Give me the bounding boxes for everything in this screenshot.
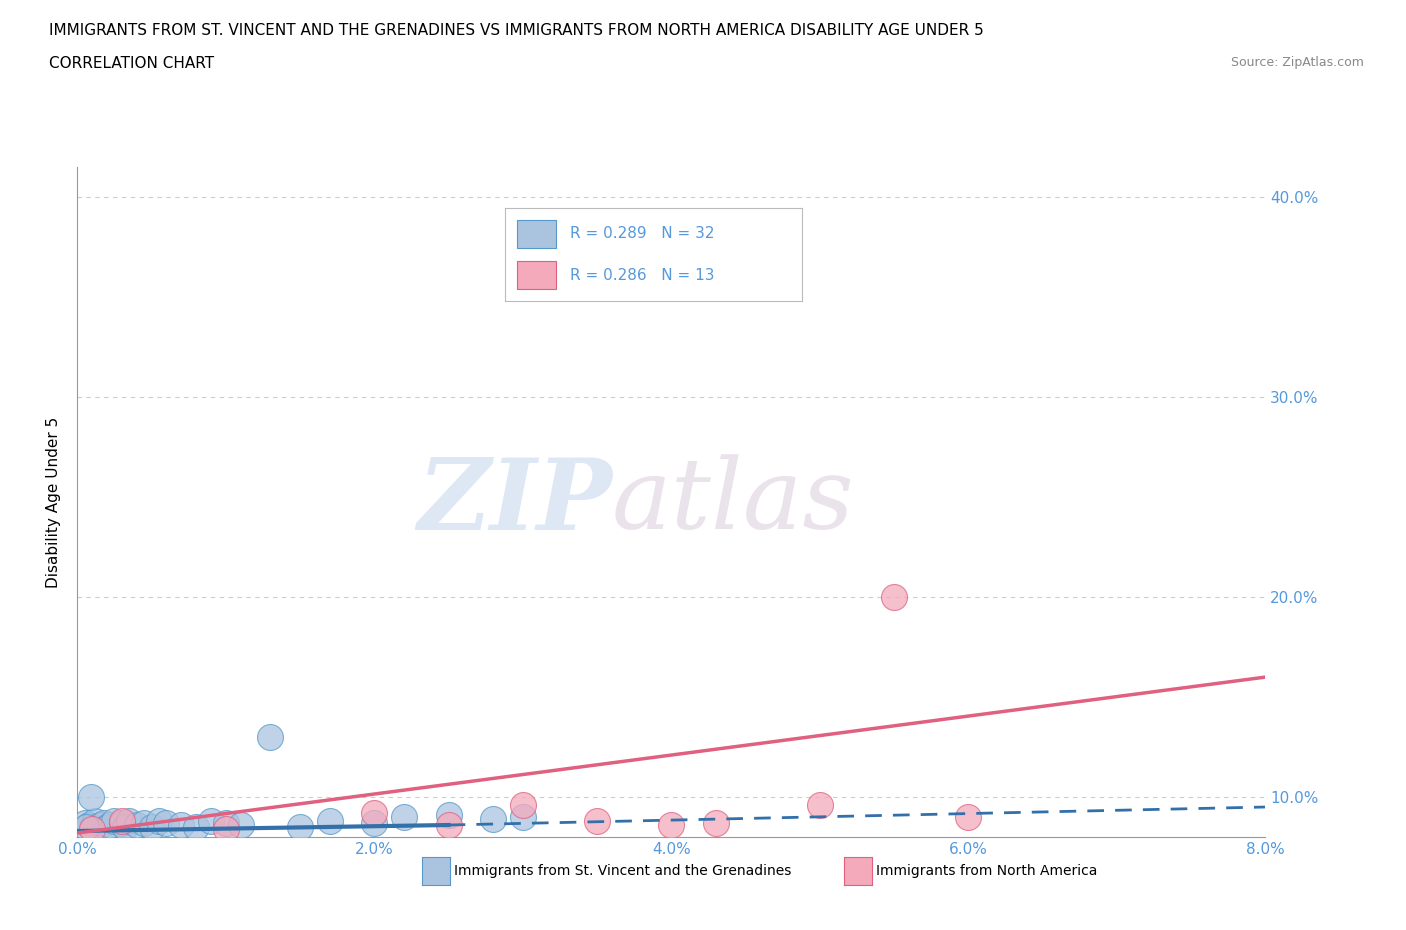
- Point: [170, 817, 193, 832]
- Point: [215, 821, 238, 836]
- Point: [437, 817, 460, 832]
- Point: [111, 816, 134, 830]
- Text: IMMIGRANTS FROM ST. VINCENT AND THE GRENADINES VS IMMIGRANTS FROM NORTH AMERICA : IMMIGRANTS FROM ST. VINCENT AND THE GREN…: [49, 23, 984, 38]
- Point: [883, 590, 905, 604]
- Point: [96, 819, 118, 834]
- Point: [155, 816, 177, 830]
- Point: [84, 814, 107, 829]
- Point: [80, 790, 103, 804]
- Point: [512, 798, 534, 813]
- Point: [93, 816, 115, 830]
- Text: Immigrants from North America: Immigrants from North America: [876, 864, 1097, 879]
- Point: [186, 819, 208, 834]
- Point: [363, 805, 385, 820]
- Y-axis label: Disability Age Under 5: Disability Age Under 5: [46, 417, 62, 588]
- Point: [259, 730, 281, 745]
- Point: [111, 814, 134, 829]
- Point: [141, 819, 163, 834]
- Point: [288, 819, 311, 834]
- Point: [103, 814, 125, 829]
- Point: [437, 807, 460, 822]
- Point: [114, 819, 136, 834]
- Point: [808, 798, 831, 813]
- Point: [89, 817, 111, 832]
- Point: [82, 821, 104, 836]
- Point: [82, 819, 104, 834]
- Point: [148, 814, 170, 829]
- Point: [1076, 880, 1098, 895]
- Point: [73, 816, 96, 830]
- Point: [215, 816, 238, 830]
- Point: [118, 814, 141, 829]
- Point: [704, 816, 727, 830]
- Point: [229, 817, 252, 832]
- Point: [957, 810, 980, 825]
- Point: [77, 817, 100, 832]
- Point: [98, 817, 121, 832]
- Point: [363, 816, 385, 830]
- Point: [661, 817, 683, 832]
- Point: [200, 814, 222, 829]
- Point: [134, 816, 156, 830]
- Text: Immigrants from St. Vincent and the Grenadines: Immigrants from St. Vincent and the Gren…: [454, 864, 792, 879]
- Text: CORRELATION CHART: CORRELATION CHART: [49, 56, 214, 71]
- Point: [75, 819, 97, 834]
- Point: [319, 814, 342, 829]
- Text: ZIP: ZIP: [418, 454, 612, 551]
- Point: [586, 814, 609, 829]
- Text: Source: ZipAtlas.com: Source: ZipAtlas.com: [1230, 56, 1364, 69]
- Point: [512, 810, 534, 825]
- Point: [392, 810, 415, 825]
- Text: atlas: atlas: [612, 455, 855, 550]
- Point: [125, 817, 148, 832]
- Point: [482, 812, 505, 827]
